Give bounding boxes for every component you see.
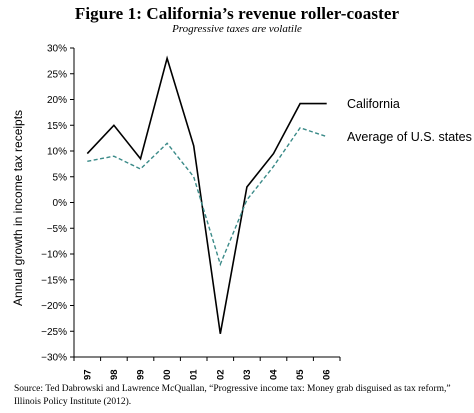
y-tick-label: −20% [41, 301, 67, 312]
x-tick-label: 2004 [269, 369, 280, 380]
x-tick-label: 2003 [242, 369, 253, 380]
x-tick-label: 1997 [82, 369, 93, 380]
y-tick-label: 25% [47, 69, 67, 80]
series-line-average-of-u-s-states [87, 126, 327, 267]
figure-subtitle: Progressive taxes are volatile [172, 23, 302, 35]
x-tick-label: 2001 [189, 369, 200, 380]
x-tick-label: 2005 [295, 369, 306, 380]
x-tick-label: 1999 [136, 369, 147, 380]
y-tick-label: 0% [53, 198, 68, 209]
y-tick-label: −15% [41, 275, 67, 286]
figure-title: Figure 1: California’s revenue roller-co… [74, 4, 400, 23]
y-tick-label: −30% [41, 353, 67, 364]
y-tick-label: −10% [41, 250, 67, 261]
x-tick-label: 2006 [322, 369, 333, 380]
y-tick-label: −5% [47, 224, 67, 235]
y-tick-label: 30% [47, 44, 67, 55]
y-axis-label: Annual growth in income tax receipts [11, 110, 25, 306]
series-line-california [86, 55, 327, 334]
chart-area: 30% 25% 20% 15% 10% 5% 0% −5% −10% −15% −20% −25% −3… [11, 44, 472, 381]
y-tick-label: 20% [47, 95, 67, 106]
x-tick-label: 2002 [215, 369, 226, 380]
y-tick-label: 15% [47, 121, 67, 132]
y-tick-label: 5% [53, 172, 68, 183]
series-label-california: California [347, 97, 400, 111]
y-tick-label: −25% [41, 327, 67, 338]
source-note: Source: Ted Dabrowski and Lawrence McQua… [14, 384, 451, 407]
series-label-average-of-u-s-states: Average of U.S. states [347, 130, 472, 144]
y-tick-label: 10% [47, 147, 67, 158]
x-tick-label: 1998 [109, 369, 120, 380]
x-tick-label: 2000 [162, 369, 173, 380]
